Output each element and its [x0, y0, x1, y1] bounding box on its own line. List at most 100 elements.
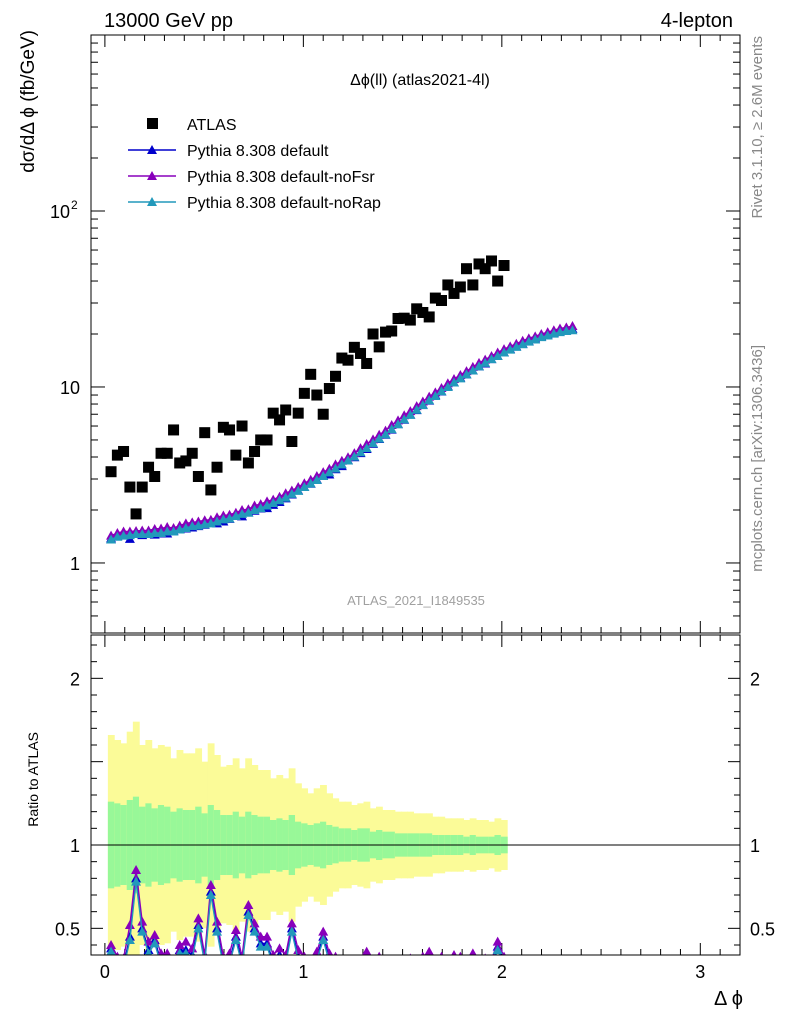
ratio-point: [443, 957, 453, 966]
mc-point: [461, 369, 472, 379]
data-point: [168, 424, 180, 436]
ratio-point: [137, 926, 148, 936]
x-tick-label: 0: [100, 962, 110, 982]
mc-point: [355, 447, 366, 457]
mc-point: [343, 455, 354, 465]
data-point: [486, 255, 498, 267]
ratio-point: [112, 960, 122, 969]
ratio-point: [200, 955, 210, 964]
ratio-point: [337, 962, 347, 971]
ratio-point: [387, 963, 397, 972]
data-point: [143, 461, 155, 473]
data-point: [380, 326, 392, 338]
mc-point: [361, 443, 372, 453]
mc-point: [293, 485, 304, 495]
ratio-point: [255, 931, 266, 941]
data-point: [348, 341, 360, 353]
ratio-plot-panel: 0 1 2 3 0.5 0.5 1 1 2 2: [55, 634, 775, 982]
ratio-point: [262, 941, 273, 951]
ratio-point: [318, 935, 329, 944]
data-point: [199, 427, 211, 439]
ratio-point: [149, 938, 160, 948]
data-point: [317, 408, 329, 420]
data-point: [342, 354, 354, 366]
ratio-point: [333, 951, 338, 955]
ratio-point: [149, 930, 160, 939]
data-point: [429, 292, 441, 304]
ratio-point: [349, 970, 359, 979]
data-point: [205, 484, 217, 496]
data-point: [217, 421, 229, 433]
ratio-point: [324, 957, 334, 966]
data-point: [174, 457, 186, 469]
analysis-id-label: ATLAS_2021_I1849535: [347, 593, 485, 608]
data-point: [461, 263, 473, 275]
legend-label: Pythia 8.308 default-noRap: [187, 195, 381, 212]
ratio-point: [487, 960, 497, 969]
data-point: [392, 312, 404, 324]
ratio-point: [302, 951, 307, 955]
mc-point: [162, 526, 173, 536]
ratio-point: [225, 955, 235, 964]
data-point: [386, 325, 398, 337]
mc-point: [393, 419, 404, 429]
ratio-point: [221, 951, 226, 955]
data-point: [298, 387, 310, 399]
ratio-point: [237, 957, 247, 966]
legend-marker-triangle: [147, 171, 157, 180]
mc-point: [349, 451, 360, 461]
ratio-point: [131, 865, 142, 874]
ratio-point: [480, 958, 490, 967]
ratio-point: [268, 960, 278, 969]
data-point: [473, 258, 485, 270]
ratio-point: [349, 962, 359, 971]
mc-point: [386, 424, 397, 434]
ratio-point: [439, 951, 444, 955]
ratio-point: [418, 957, 428, 966]
data-point: [261, 434, 273, 446]
ratio-point: [281, 958, 291, 967]
ratio-point: [131, 876, 142, 886]
data-point: [286, 436, 298, 448]
mc-point: [405, 409, 416, 419]
mc-point: [511, 341, 522, 351]
ratio-point: [193, 913, 204, 923]
ratio-series-2: [106, 865, 506, 971]
ratio-point: [225, 958, 235, 967]
ratio-point: [237, 960, 247, 969]
ratio-point: [156, 960, 166, 969]
ratio-point: [381, 963, 391, 972]
ratio-point: [356, 962, 366, 971]
ratio-point: [337, 970, 347, 979]
legend-label: ATLAS: [187, 117, 237, 134]
data-point: [305, 368, 317, 380]
ratio-point: [368, 967, 378, 976]
ratio-point: [381, 958, 391, 967]
header-right-label: 4-lepton: [661, 10, 733, 32]
mc-point: [268, 498, 279, 508]
ratio-point: [212, 926, 223, 936]
y-tick-label: 1: [70, 836, 80, 856]
data-point: [180, 455, 192, 467]
ratio-point: [218, 962, 228, 971]
mc-point: [567, 325, 578, 335]
mc-point: [336, 459, 347, 469]
ratio-point: [112, 957, 122, 966]
ratio-point: [262, 931, 273, 941]
ratio-point: [182, 948, 190, 955]
data-point: [161, 447, 173, 459]
mc-point: [318, 471, 329, 481]
ratio-point: [144, 948, 153, 955]
mc-point: [274, 495, 285, 505]
mc-point: [149, 528, 160, 538]
mc-point: [374, 433, 385, 443]
ratio-point: [137, 916, 148, 926]
data-point: [417, 306, 429, 318]
data-point: [467, 279, 479, 291]
ratio-point: [362, 946, 372, 955]
ratio-point: [443, 965, 453, 974]
mc-point: [449, 377, 460, 387]
ratio-point: [176, 948, 184, 955]
y-tick-label-right: 2: [750, 669, 760, 689]
ratio-point: [205, 880, 216, 889]
